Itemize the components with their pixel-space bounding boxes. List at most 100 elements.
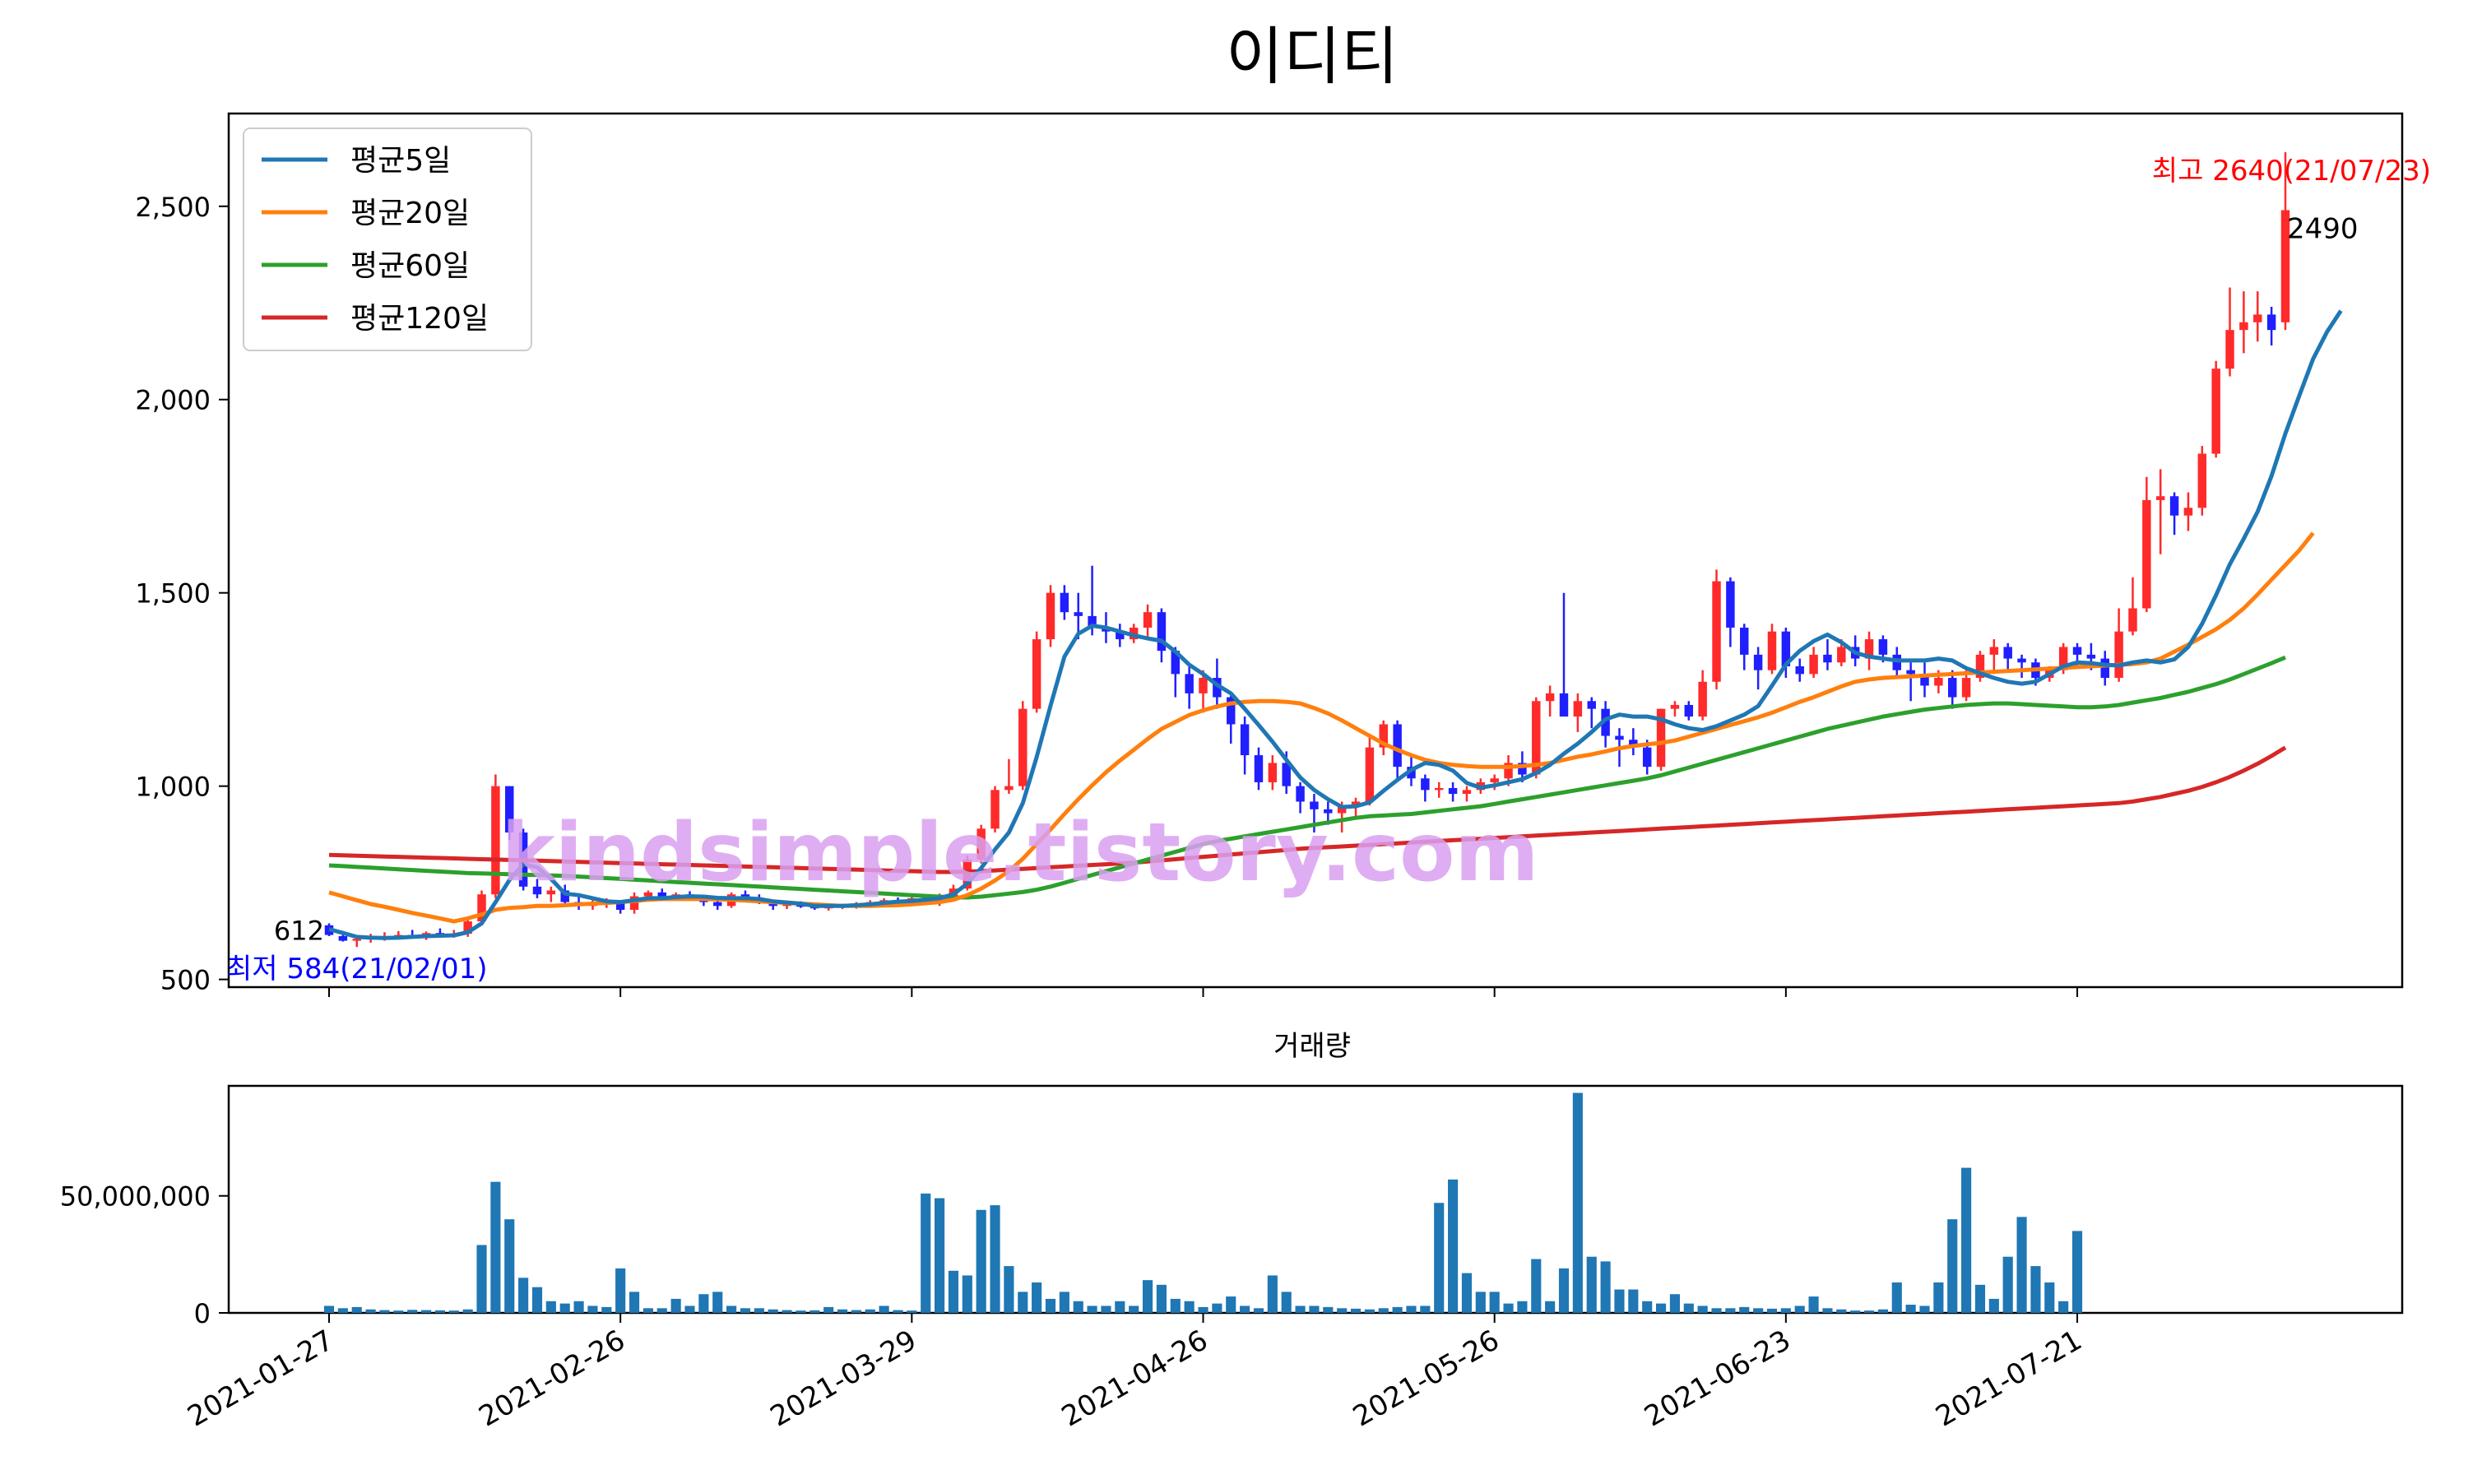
volume-bar — [337, 1308, 348, 1313]
first-close-label: 612 — [274, 916, 324, 947]
candle-body — [2155, 496, 2165, 500]
candle-body — [1268, 763, 1278, 782]
candle-body — [1379, 724, 1388, 748]
candle-body — [1767, 631, 1777, 670]
candle-body — [2239, 322, 2248, 331]
volume-bar — [1697, 1305, 1708, 1313]
volume-bar — [962, 1275, 972, 1313]
candle-body — [2142, 499, 2151, 609]
candle-body — [1421, 778, 1430, 791]
candle-body — [463, 921, 472, 934]
volume-bar — [712, 1292, 723, 1313]
volume-bar — [1337, 1308, 1348, 1313]
price-plot-frame — [227, 112, 2404, 989]
volume-bar — [976, 1209, 986, 1313]
candle-body — [615, 902, 625, 911]
volume-bar — [1766, 1308, 1778, 1313]
volume-bar — [407, 1310, 418, 1313]
volume-bar — [643, 1308, 653, 1313]
volume-bar — [629, 1292, 640, 1313]
volume-bar — [1448, 1179, 1459, 1313]
candle-body — [2086, 654, 2096, 659]
volume-bar — [1683, 1303, 1694, 1313]
volume-bar — [1572, 1092, 1583, 1313]
volume-bar — [1142, 1280, 1153, 1313]
volume-bar — [1933, 1282, 1944, 1313]
candle-body — [782, 903, 791, 907]
candle-body — [1157, 612, 1167, 652]
volume-bar — [2044, 1282, 2055, 1313]
volume-bar — [351, 1306, 362, 1313]
volume-bar — [1877, 1309, 1888, 1313]
price-y-tick-label: 2,500 — [135, 192, 211, 223]
candle-body — [1573, 701, 1583, 717]
candle-body — [1282, 763, 1291, 786]
candle-body — [1698, 681, 1707, 717]
candle-body — [1837, 647, 1846, 663]
volume-bar — [1794, 1305, 1805, 1313]
candle-body — [1199, 678, 1208, 693]
candle-body — [1046, 592, 1055, 640]
volume-bar — [1226, 1296, 1236, 1313]
candle-body — [1296, 786, 1305, 802]
candle-body — [977, 828, 986, 860]
candle-body — [1213, 678, 1222, 698]
volume-bar — [1045, 1298, 1056, 1313]
legend-label-ma60: 평균60일 — [350, 249, 470, 283]
volume-bar — [1364, 1309, 1375, 1313]
candle-body — [1559, 693, 1569, 717]
volume-bar — [379, 1310, 390, 1313]
volume-bar — [1267, 1275, 1278, 1313]
candle-body — [2058, 647, 2068, 670]
candle-body — [1920, 674, 1929, 686]
volume-bar — [1198, 1306, 1208, 1313]
candle-body — [1948, 678, 1957, 698]
candle-body — [2100, 658, 2109, 679]
candle-body — [1018, 708, 1028, 786]
volume-bar — [837, 1309, 848, 1313]
volume-bar — [1073, 1301, 1083, 1313]
volume-bar — [1350, 1308, 1362, 1313]
candle-body — [1615, 735, 1624, 740]
volume-bar — [684, 1305, 695, 1313]
volume-bar — [504, 1219, 515, 1313]
volume-bar — [1309, 1305, 1320, 1313]
volume-bar — [1739, 1306, 1750, 1313]
volume-bar — [1836, 1309, 1847, 1313]
volume-bar — [698, 1294, 709, 1313]
candle-body — [1143, 612, 1153, 628]
volume-bar — [1461, 1273, 1473, 1313]
volume-bar — [2030, 1266, 2041, 1313]
volume-bar — [1905, 1305, 1916, 1313]
candle-body — [1878, 639, 1888, 655]
candle-body — [2280, 210, 2290, 322]
volume-bar — [1919, 1305, 1930, 1313]
candle-body — [1809, 654, 1818, 675]
volume-bar — [1531, 1259, 1542, 1313]
candle-body — [338, 935, 348, 941]
candle-body — [643, 892, 653, 897]
volume-bar — [893, 1310, 903, 1313]
candle-body — [1434, 787, 1444, 791]
last-close-label: 2490 — [2287, 212, 2359, 245]
volume-bar — [990, 1205, 1000, 1313]
volume-bar — [740, 1308, 751, 1313]
volume-bar — [1808, 1296, 1819, 1313]
volume-bar — [1240, 1305, 1250, 1313]
volume-bar — [1711, 1308, 1722, 1313]
candle-body — [1324, 809, 1333, 814]
volume-bar — [587, 1305, 598, 1313]
volume-bar — [2002, 1256, 2013, 1313]
volume-bar — [476, 1245, 487, 1313]
volume-bar — [810, 1310, 820, 1313]
watermark-text: kindsimple.tistory.com — [501, 806, 1538, 900]
volume-bar — [1988, 1298, 1999, 1313]
candle-body — [1587, 701, 1596, 709]
candle-body — [2225, 330, 2234, 369]
volume-bar — [1032, 1282, 1042, 1313]
candle-body — [1504, 763, 1513, 779]
candle-body — [532, 886, 542, 895]
volume-bar — [2071, 1231, 2083, 1313]
volume-bar — [1253, 1308, 1264, 1313]
